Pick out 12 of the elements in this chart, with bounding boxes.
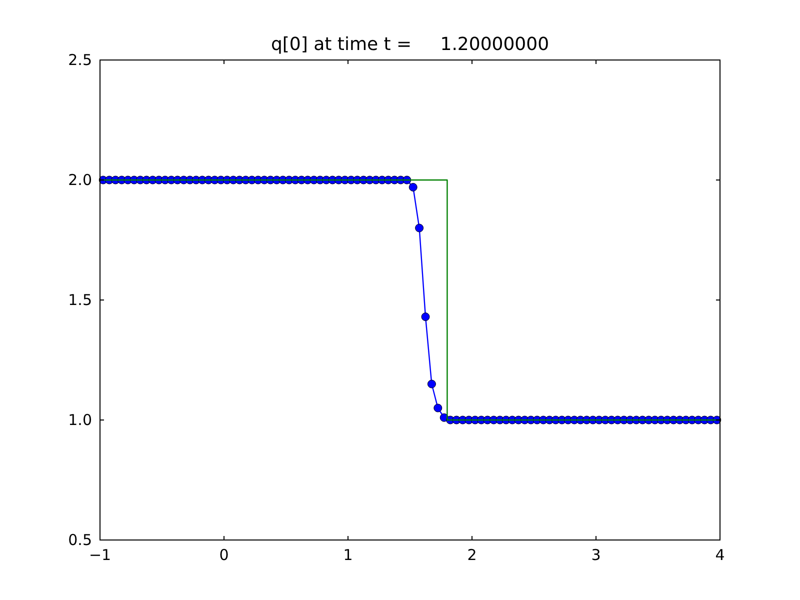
chart-title: q[0] at time t = 1.20000000 (270, 34, 550, 55)
y-tick-label: 1.5 (68, 291, 92, 309)
y-tick-label: 0.5 (68, 531, 92, 549)
x-tick-label: 2 (467, 546, 477, 564)
x-tick-label: 3 (591, 546, 601, 564)
x-tick-label: −1 (88, 546, 112, 564)
y-tick-label: 2.5 (68, 51, 92, 69)
y-tick-label: 2.0 (68, 171, 92, 189)
y-tick-label: 1.0 (68, 411, 92, 429)
x-tick-label: 4 (715, 546, 725, 564)
x-tick-label: 1 (343, 546, 353, 564)
x-tick-label: 0 (219, 546, 229, 564)
